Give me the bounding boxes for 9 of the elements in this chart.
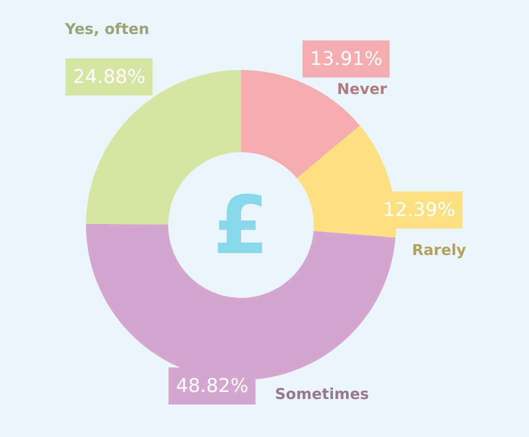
text: £ — [213, 179, 269, 272]
slice-label: Rarely — [412, 241, 466, 259]
slice-label: Yes, often — [64, 20, 150, 38]
data-label: 12.39% — [383, 199, 456, 221]
data-label: 24.88% — [73, 66, 146, 88]
data-label: 13.91% — [310, 48, 382, 70]
slice-label: Sometimes — [275, 385, 370, 403]
data-label: 48.82% — [176, 375, 248, 397]
slice-label: Never — [337, 80, 388, 98]
